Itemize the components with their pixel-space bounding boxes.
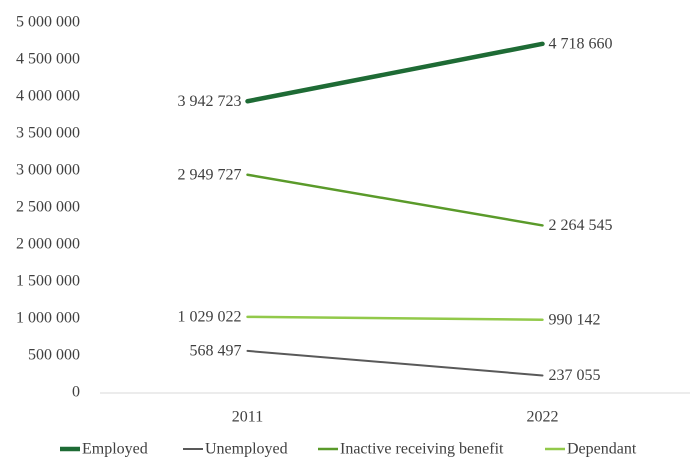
y-tick-label: 0: [72, 384, 80, 401]
legend-label: Dependant: [567, 441, 637, 458]
legend-label: Inactive receiving benefit: [340, 441, 504, 458]
y-tick-label: 3 000 000: [16, 162, 80, 179]
legend-label: Unemployed: [205, 441, 288, 458]
y-tick-label: 2 500 000: [16, 199, 80, 216]
data-label: 2 264 545: [549, 217, 613, 234]
series-line: [246, 315, 544, 321]
x-tick-label: 2022: [527, 409, 559, 426]
y-tick-label: 500 000: [28, 347, 80, 364]
series-line: [245, 41, 545, 104]
data-label: 568 497: [190, 343, 242, 360]
data-label: 237 055: [549, 367, 601, 384]
legend-label: Employed: [82, 441, 148, 458]
y-tick-label: 2 000 000: [16, 236, 80, 253]
data-label: 1 029 022: [178, 309, 242, 326]
data-label: 990 142: [549, 311, 601, 328]
y-tick-label: 4 000 000: [16, 88, 80, 105]
y-tick-label: 4 500 000: [16, 51, 80, 68]
y-tick-label: 3 500 000: [16, 125, 80, 142]
series-line: [246, 349, 544, 377]
y-tick-label: 1 000 000: [16, 310, 80, 327]
series-line: [246, 173, 544, 227]
y-tick-label: 1 500 000: [16, 273, 80, 290]
data-label: 2 949 727: [178, 166, 242, 183]
y-tick-label: 5 000 000: [16, 14, 80, 31]
data-label: 4 718 660: [549, 35, 613, 52]
data-label: 3 942 723: [178, 93, 242, 110]
x-tick-label: 2011: [232, 409, 263, 426]
